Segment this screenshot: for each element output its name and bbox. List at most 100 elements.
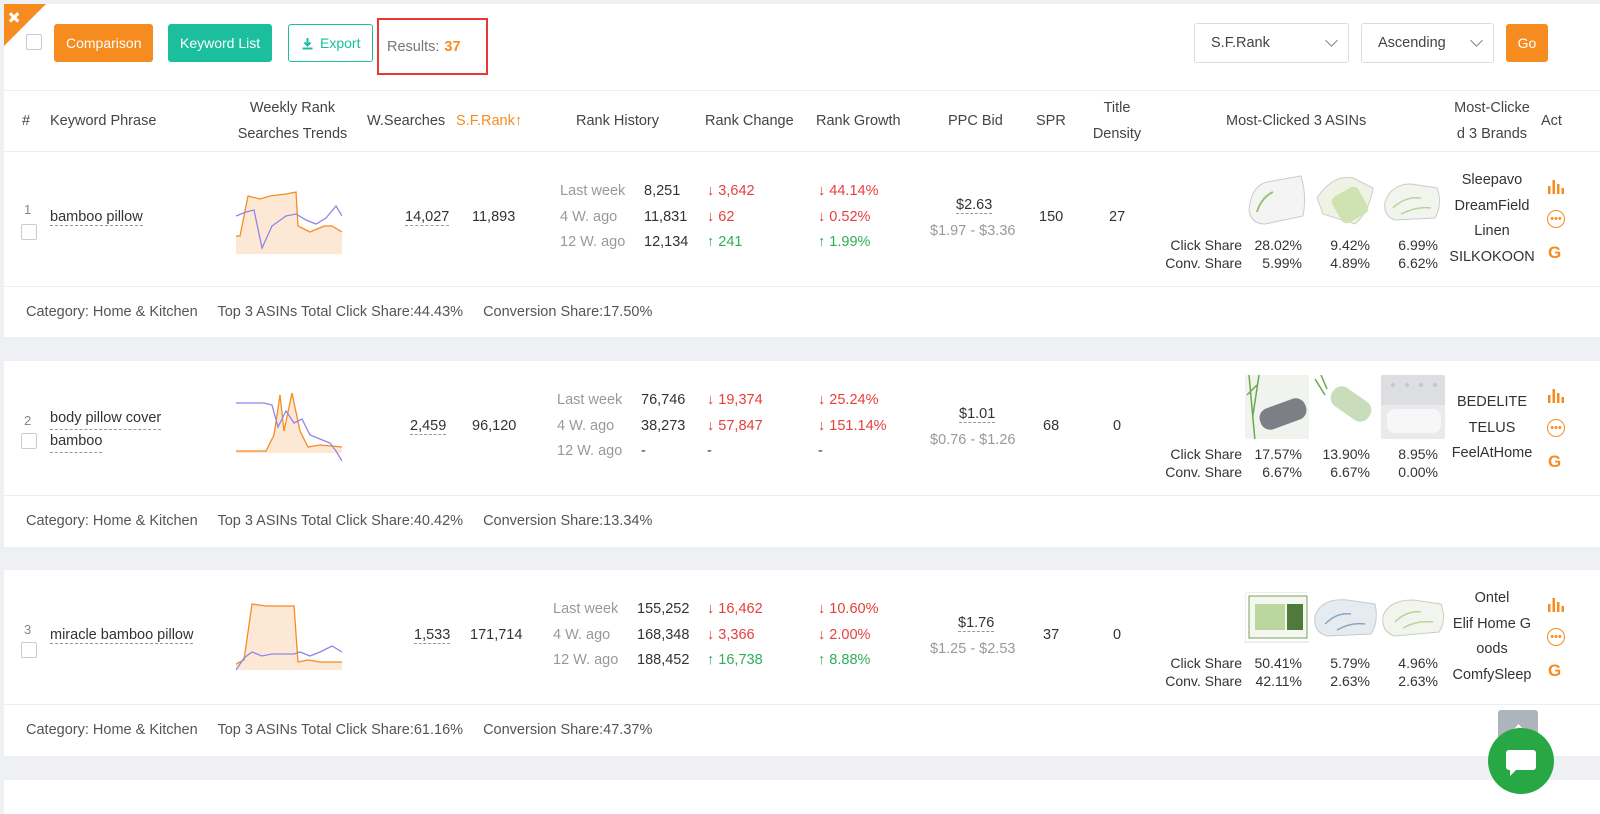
brand-name[interactable]: FeelAtHome	[1451, 445, 1533, 462]
brand-name[interactable]: DreamField	[1454, 197, 1530, 214]
rank-growth-number: 1.99%	[829, 234, 871, 250]
select-all-checkbox[interactable]	[26, 34, 42, 50]
conv-share-value: 2.63%	[1398, 673, 1438, 689]
product-thumbnail[interactable]	[1313, 375, 1377, 439]
w-searches-value[interactable]: 1,533	[414, 627, 451, 644]
keyword-link[interactable]: miracle bamboo pillow	[50, 627, 194, 644]
row-index: 2	[24, 413, 32, 428]
brand-name[interactable]: oods	[1476, 641, 1508, 658]
google-icon[interactable]: G	[1548, 452, 1562, 471]
ppc-bid-value[interactable]: $1.76	[958, 615, 995, 632]
click-share-label: Click Share	[1170, 446, 1242, 462]
chat-icon[interactable]	[1488, 728, 1554, 794]
w-searches-value[interactable]: 14,027	[405, 209, 450, 226]
history-label-12w: 12 W. ago	[557, 443, 623, 459]
ppc-bid-value[interactable]: $2.63	[956, 197, 993, 214]
rank-change-value: ↓ 3,366	[707, 627, 755, 643]
rank-change-value: ↑ 16,738	[707, 652, 763, 668]
conversion-value: 13.34%	[603, 513, 653, 529]
history-value: 155,252	[637, 601, 690, 617]
searches-trend-line	[236, 204, 342, 251]
row-index: 3	[24, 622, 32, 637]
history-value: 188,452	[637, 652, 690, 668]
brand-name[interactable]: ComfySleep	[1452, 666, 1532, 683]
row-checkbox[interactable]	[21, 224, 37, 240]
product-thumbnail[interactable]	[1245, 375, 1309, 439]
download-icon	[302, 37, 313, 49]
bar-chart-icon[interactable]	[1548, 180, 1564, 194]
chevron-down-icon	[1325, 34, 1338, 47]
click-share-value: 50.41%	[1254, 655, 1302, 671]
spr-value: 150	[1039, 209, 1064, 225]
google-icon[interactable]: G	[1548, 243, 1562, 262]
chevron-down-icon	[1470, 34, 1483, 47]
header-keyword-phrase[interactable]: Keyword Phrase	[50, 113, 157, 129]
history-label-last-week: Last week	[560, 183, 626, 199]
product-thumbnail[interactable]	[1313, 168, 1377, 232]
keyword-line: bamboo	[50, 430, 103, 453]
product-thumbnail[interactable]	[1245, 592, 1309, 656]
keyword-list-button[interactable]: Keyword List	[168, 24, 273, 62]
header-ppc-bid[interactable]: PPC Bid	[948, 113, 1003, 129]
keyword-link[interactable]: bamboo pillow	[50, 209, 143, 226]
header-spr[interactable]: SPR	[1036, 113, 1066, 129]
rank-growth-value: ↓ 0.52%	[818, 209, 871, 225]
header-most-clicked-brands-line1: Most-Clicke	[1454, 100, 1530, 116]
product-thumbnail[interactable]	[1245, 168, 1309, 232]
history-value: 76,746	[641, 392, 686, 408]
brand-name[interactable]: SILKOKOON	[1449, 248, 1535, 265]
header-title-density[interactable]: Title Density	[1084, 95, 1150, 147]
asin-share: 9.42% 4.89%	[1314, 236, 1370, 272]
keyword-link[interactable]: body pillow cover bamboo	[50, 407, 162, 453]
product-thumbnail[interactable]	[1313, 594, 1377, 658]
w-searches-value[interactable]: 2,459	[410, 418, 447, 435]
rank-trend-area	[236, 393, 342, 453]
comparison-button[interactable]: Comparison	[54, 24, 154, 62]
header-most-clicked-brands-line2: d 3 Brands	[1456, 126, 1528, 142]
brand-name[interactable]: BEDELITE	[1456, 394, 1528, 410]
row-checkbox[interactable]	[21, 433, 37, 449]
more-icon[interactable]: •••	[1547, 628, 1565, 646]
header-rank-growth[interactable]: Rank Growth	[816, 113, 901, 129]
asin-share: 6.99% 6.62%	[1382, 236, 1438, 272]
history-value: 168,348	[637, 627, 690, 643]
brand-name[interactable]: Sleepavo	[1461, 172, 1523, 188]
sort-by-value: S.F.Rank	[1211, 35, 1270, 51]
table-row: 2 body pillow cover bamboo 2,459 96,120 …	[4, 361, 1600, 547]
header-w-searches[interactable]: W.Searches	[367, 113, 446, 129]
bar-chart-icon[interactable]	[1548, 389, 1564, 403]
header-weekly-rank: Weekly Rank Searches Trends	[230, 95, 355, 147]
row-checkbox[interactable]	[21, 642, 37, 658]
sort-by-select[interactable]: S.F.Rank	[1194, 23, 1349, 63]
header-sf-rank[interactable]: S.F.Rank↑	[456, 108, 522, 134]
bar-chart-icon[interactable]	[1548, 598, 1564, 612]
brand-name[interactable]: Linen	[1474, 223, 1510, 240]
go-button[interactable]: Go	[1506, 24, 1548, 62]
more-icon[interactable]: •••	[1547, 419, 1565, 437]
brand-list: Sleepavo DreamField Linen SILKOKOON	[1446, 168, 1538, 270]
conversion-prefix: Conversion Share:	[483, 304, 604, 320]
product-thumbnail[interactable]	[1381, 594, 1445, 658]
google-icon[interactable]: G	[1548, 661, 1562, 680]
row-index: 1	[24, 202, 32, 217]
export-button[interactable]: Export	[288, 24, 374, 62]
brand-name[interactable]: Ontel	[1474, 590, 1510, 606]
rank-growth-number: 25.24%	[829, 392, 879, 408]
header-rank-change[interactable]: Rank Change	[705, 113, 794, 129]
table-row: 3 miracle bamboo pillow 1,533 171,714 La…	[4, 570, 1600, 756]
click-share-label: Click Share	[1170, 237, 1242, 253]
rank-change-number: 241	[718, 234, 743, 250]
sort-order-select[interactable]: Ascending	[1361, 23, 1494, 63]
more-icon[interactable]: •••	[1547, 210, 1565, 228]
row-divider	[4, 704, 1600, 705]
conversion-info: Conversion Share:17.50%	[483, 304, 652, 320]
click-share-value: 9.42%	[1330, 237, 1370, 253]
brand-name[interactable]: TELUS	[1468, 419, 1516, 436]
table-row: 1 bamboo pillow 14,027 11,893 Last week …	[4, 152, 1600, 337]
table-header: # Keyword Phrase Weekly Rank Searches Tr…	[4, 90, 1600, 152]
product-thumbnail[interactable]	[1381, 375, 1445, 439]
brand-name[interactable]: Elif Home G	[1452, 615, 1532, 632]
title-density-value: 0	[1113, 627, 1122, 643]
ppc-bid-value[interactable]: $1.01	[959, 406, 996, 423]
product-thumbnail[interactable]	[1381, 168, 1445, 232]
